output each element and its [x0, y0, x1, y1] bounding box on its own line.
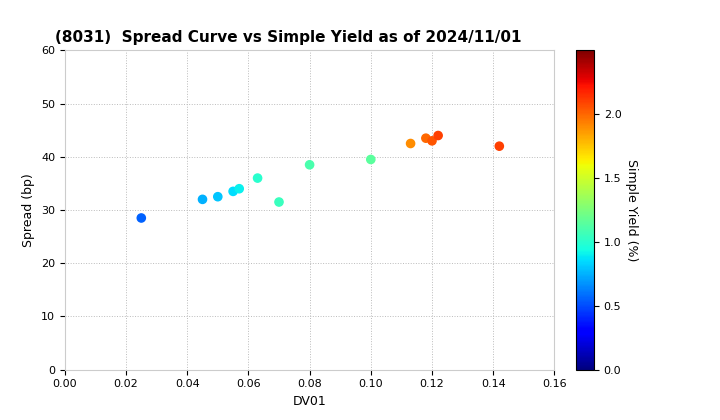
Point	[432, 132, 444, 139]
Point	[228, 188, 239, 195]
Y-axis label: Spread (bp): Spread (bp)	[22, 173, 35, 247]
Point	[426, 137, 438, 144]
Point	[494, 143, 505, 150]
X-axis label: DV01: DV01	[293, 395, 326, 408]
Point	[233, 185, 245, 192]
Point	[197, 196, 208, 203]
Point	[212, 193, 224, 200]
Point	[365, 156, 377, 163]
Point	[304, 161, 315, 168]
Point	[420, 135, 432, 142]
Text: (8031)  Spread Curve vs Simple Yield as of 2024/11/01: (8031) Spread Curve vs Simple Yield as o…	[55, 30, 521, 45]
Point	[252, 175, 264, 181]
Y-axis label: Simple Yield (%): Simple Yield (%)	[625, 159, 638, 261]
Point	[274, 199, 285, 205]
Point	[135, 215, 147, 221]
Point	[405, 140, 416, 147]
